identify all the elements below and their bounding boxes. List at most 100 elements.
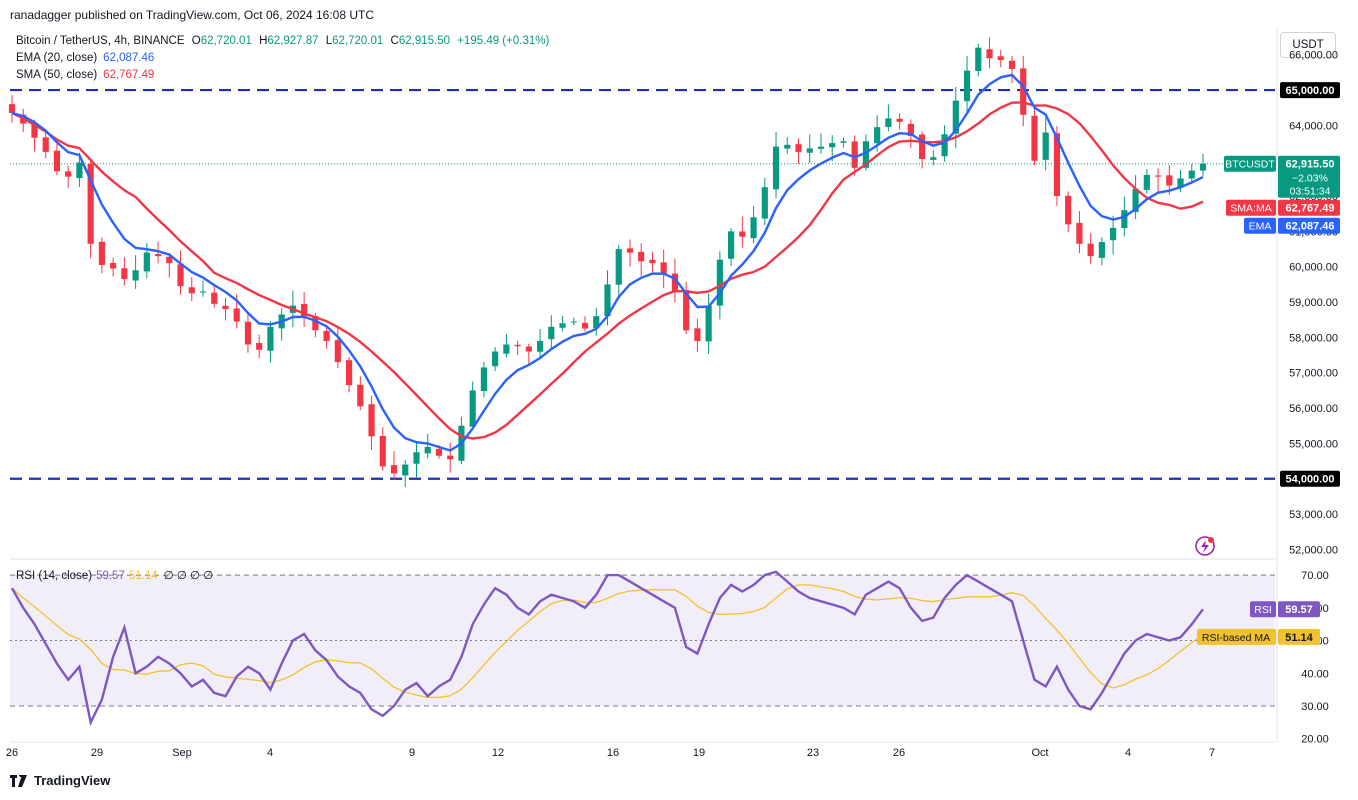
symbol-tag-text: BTCUSDT [1225, 159, 1275, 171]
candle-body [199, 291, 207, 293]
publisher-credit: ranadagger published on TradingView.com,… [10, 8, 375, 22]
alert-icon-bolt [1201, 540, 1209, 553]
candle-body [885, 118, 892, 127]
candle-body [143, 252, 150, 272]
rsi-ma-legend-value: 51.14 [128, 570, 158, 582]
candle-body [683, 290, 690, 331]
candle-body [728, 231, 735, 259]
candle-body [570, 321, 577, 323]
price-tick-label: 58,000.00 [1289, 332, 1338, 344]
candle-body [581, 322, 589, 329]
candle-body [784, 144, 791, 149]
ohlc-high-key: H [259, 35, 268, 47]
candle-body [1110, 227, 1117, 241]
rsi-value-badge [1278, 601, 1320, 618]
candle-body [874, 127, 881, 144]
candle-body [379, 435, 386, 467]
ohlc-open: 62,720.01 [200, 35, 252, 47]
candle-body [1132, 189, 1139, 212]
level-price-label: 65,000.00 [1286, 85, 1335, 97]
candle-body [975, 47, 982, 72]
candle-body [413, 452, 420, 464]
sma-price-badge [1278, 199, 1340, 216]
symbol-label: Bitcoin / TetherUS, 4h, BINANCE [16, 35, 185, 47]
price-tick-label: 66,000.00 [1289, 50, 1338, 62]
candle-body [222, 305, 229, 310]
candle-body [952, 100, 959, 134]
candle-body [1177, 178, 1184, 188]
time-tick-label: 29 [91, 747, 103, 759]
tradingview-logo-icon [10, 772, 28, 787]
ohlc-low-key: L [325, 35, 333, 47]
rsi-ma-line [11, 584, 1204, 699]
candle-body [716, 259, 723, 306]
candle-body [87, 163, 94, 244]
candle-body [694, 328, 701, 341]
rsi-value-text: 59.57 [1285, 604, 1313, 616]
candle-body [154, 254, 162, 257]
candle-body [671, 273, 679, 292]
candle-body [1098, 242, 1105, 258]
candle-body [761, 187, 768, 219]
candle-body [1020, 68, 1027, 115]
rsi-legend-label: RSI (14, close) [16, 570, 93, 582]
candle-body [132, 270, 139, 281]
candle-body [750, 217, 757, 239]
ema-legend-value: 62,087.46 [103, 52, 155, 64]
candle-body [1143, 174, 1150, 191]
candle-body [1121, 210, 1128, 229]
candle-body [244, 321, 252, 345]
candle-body [1076, 222, 1083, 244]
ema-legend: EMA (20, close) 62,087.46 [16, 52, 154, 64]
candle-body [503, 344, 510, 354]
candle-body [739, 231, 746, 237]
ema-tag-text: EMA [1249, 221, 1272, 233]
ohlc-close-key: C [390, 35, 399, 47]
time-tick-label: Sep [172, 747, 192, 759]
rsi-tick-label: 20.00 [1301, 734, 1329, 746]
ohlc-open-key: O [191, 35, 201, 47]
last-price-badge [1278, 155, 1340, 198]
candle-body [110, 263, 117, 269]
rsi-legend: RSI (14, close) 59.57 51.14 ∅ ∅ ∅ ∅ [16, 568, 213, 582]
candle-body [166, 256, 173, 264]
price-tick-label: 52,000.00 [1289, 544, 1338, 556]
candle-body [312, 315, 319, 331]
candle-body [323, 330, 330, 341]
candle-body [649, 259, 656, 264]
candle-body [626, 248, 634, 253]
key-levels [10, 88, 1275, 480]
candle-body [447, 455, 454, 460]
candle-body [795, 144, 802, 152]
candle-body [536, 340, 544, 352]
candle-body [53, 150, 61, 172]
sma-tag [1226, 199, 1276, 216]
candle-body [851, 141, 858, 168]
candle-body [98, 241, 105, 265]
candle-body [806, 148, 813, 153]
rsi-tick-label: 40.00 [1301, 668, 1329, 680]
footer-brand[interactable]: TradingView [10, 772, 110, 788]
price-tick-label: 53,000.00 [1289, 509, 1338, 521]
candle-body [480, 367, 487, 392]
time-tick-label: 7 [1209, 747, 1215, 759]
candle-body [919, 134, 926, 159]
candle-body [604, 284, 611, 317]
candle-body [188, 287, 195, 294]
candle-body [514, 344, 521, 347]
sma50-line [11, 101, 1204, 440]
candle-body [559, 323, 566, 328]
ohlc-high: 62,927.87 [267, 35, 319, 47]
currency-button[interactable]: USDT [1280, 32, 1336, 58]
last-price-change: −2.03% [1292, 173, 1328, 185]
alert-icon-ring [1195, 536, 1215, 556]
candle-body [705, 305, 712, 342]
candle-body [638, 251, 645, 262]
candle-body [907, 123, 914, 136]
ohlc-change: +195.49 (+0.31%) [457, 35, 550, 47]
time-tick-label: 9 [409, 747, 415, 759]
level-price-badge [1280, 82, 1340, 99]
ema-tag [1244, 217, 1276, 234]
candle-body [615, 249, 622, 285]
candle-body [121, 268, 128, 280]
